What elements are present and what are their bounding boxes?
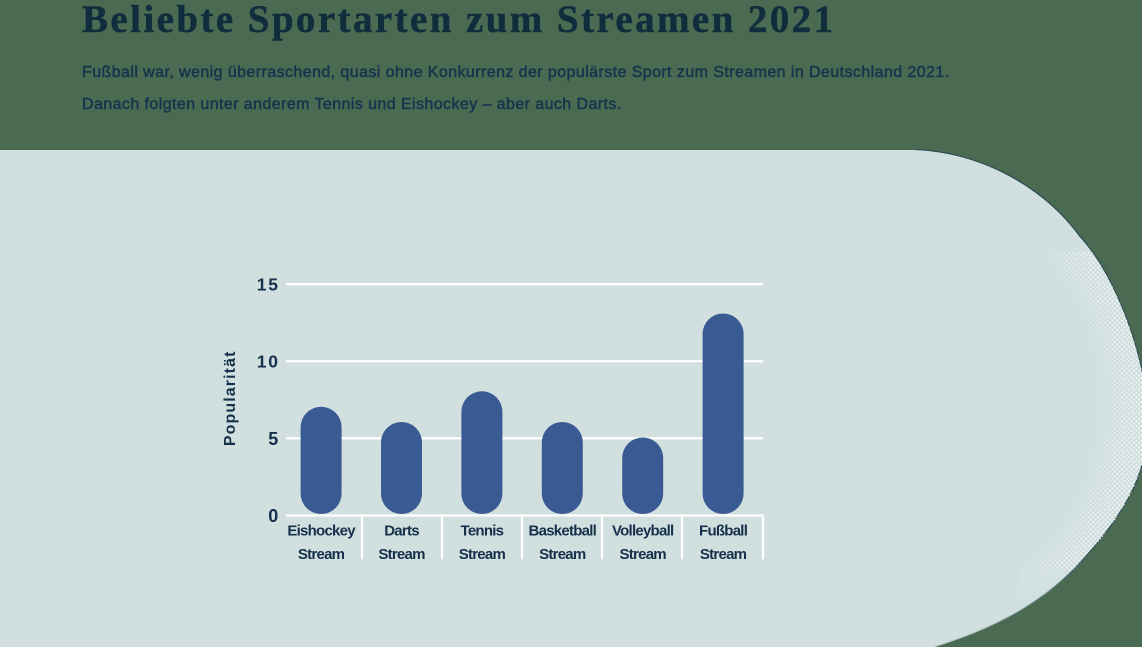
svg-text:10: 10 xyxy=(257,352,280,372)
svg-text:Stream: Stream xyxy=(298,546,345,563)
svg-text:Fußball: Fußball xyxy=(699,522,748,539)
svg-text:Stream: Stream xyxy=(539,546,586,563)
svg-text:Volleyball: Volleyball xyxy=(612,522,674,539)
svg-text:Eishockey: Eishockey xyxy=(287,522,356,539)
svg-text:Popularität: Popularität xyxy=(222,350,239,446)
svg-text:Basketball: Basketball xyxy=(529,522,597,539)
svg-text:Stream: Stream xyxy=(459,546,506,563)
svg-text:Tennis: Tennis xyxy=(461,522,504,539)
svg-text:Stream: Stream xyxy=(700,546,747,563)
svg-text:5: 5 xyxy=(268,429,278,449)
svg-text:Stream: Stream xyxy=(620,546,667,563)
svg-text:15: 15 xyxy=(257,275,280,295)
svg-text:Stream: Stream xyxy=(378,546,425,563)
svg-text:Darts: Darts xyxy=(384,522,419,539)
svg-text:0: 0 xyxy=(268,506,278,526)
